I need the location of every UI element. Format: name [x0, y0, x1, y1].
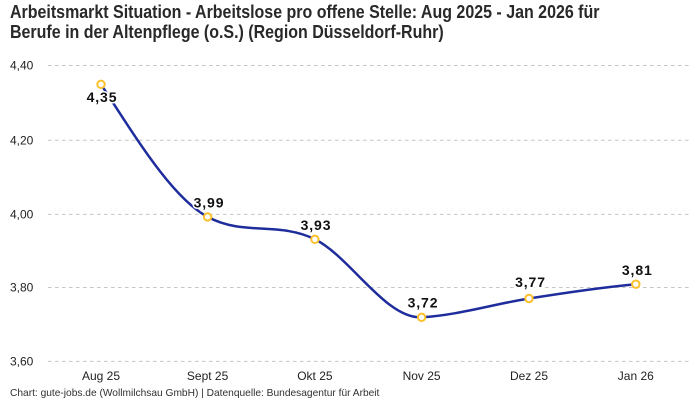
svg-text:3,60: 3,60 [10, 354, 34, 368]
svg-text:3,77: 3,77 [515, 274, 546, 290]
svg-text:3,81: 3,81 [622, 262, 653, 278]
svg-text:4,20: 4,20 [10, 133, 34, 147]
svg-text:3,93: 3,93 [301, 217, 332, 233]
svg-text:3,99: 3,99 [194, 195, 225, 211]
svg-text:Okt 25: Okt 25 [297, 369, 333, 383]
svg-text:4,35: 4,35 [87, 89, 118, 105]
svg-text:Jan 26: Jan 26 [618, 369, 654, 383]
svg-text:Aug 25: Aug 25 [82, 369, 120, 383]
svg-text:4,00: 4,00 [10, 207, 34, 221]
svg-text:4,40: 4,40 [10, 59, 34, 73]
svg-text:3,72: 3,72 [408, 295, 439, 311]
svg-text:Sept 25: Sept 25 [187, 369, 229, 383]
svg-text:Nov 25: Nov 25 [403, 369, 441, 383]
svg-text:Dez 25: Dez 25 [510, 369, 548, 383]
svg-text:3,80: 3,80 [10, 281, 34, 295]
